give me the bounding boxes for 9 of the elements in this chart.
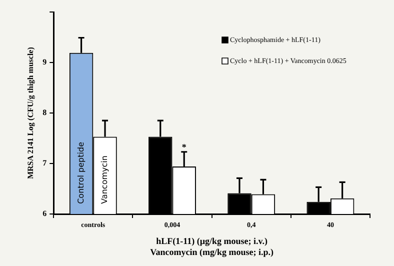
x-axis-title: hLF(1-11) (µg/kg mouse; i.v.) Vancomycin (mg/kg mouse; i.p.) <box>150 236 274 257</box>
y-axis-title: MRSA 2141 Log (CFU/g thigh muscle) <box>26 46 35 179</box>
annotation: Control peptide <box>76 142 86 204</box>
y-tick-label: 8 <box>42 108 47 118</box>
y-tick-label: 7 <box>42 158 47 168</box>
annotation: Vancomycin <box>100 156 110 204</box>
annotation: * <box>182 142 187 152</box>
y-tick-label: 6 <box>42 209 47 218</box>
y-tick-label: 9 <box>42 58 47 67</box>
